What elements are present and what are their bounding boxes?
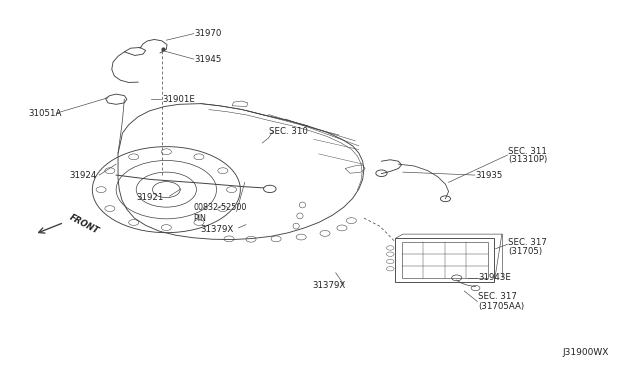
Text: FRONT: FRONT xyxy=(68,213,100,236)
Text: 31051A: 31051A xyxy=(28,109,61,118)
Text: 00832-52500: 00832-52500 xyxy=(193,203,246,212)
Text: PIN: PIN xyxy=(193,214,206,222)
Text: 31901E: 31901E xyxy=(162,95,195,104)
Text: SEC. 317: SEC. 317 xyxy=(478,292,517,301)
Text: 31935: 31935 xyxy=(476,171,503,180)
Text: 31970: 31970 xyxy=(195,29,222,38)
Text: 31924: 31924 xyxy=(69,171,97,180)
Text: (31705AA): (31705AA) xyxy=(478,302,524,311)
Text: J31900WX: J31900WX xyxy=(562,349,609,357)
Text: 31921: 31921 xyxy=(137,193,164,202)
Text: 31943E: 31943E xyxy=(478,273,511,282)
Text: 31379X: 31379X xyxy=(312,280,346,290)
Bar xyxy=(401,242,488,278)
Text: 31945: 31945 xyxy=(195,55,222,64)
Text: (31705): (31705) xyxy=(508,247,542,256)
Text: (31310P): (31310P) xyxy=(508,155,547,164)
Text: SEC. 310: SEC. 310 xyxy=(269,127,307,136)
Text: SEC. 311: SEC. 311 xyxy=(508,147,547,155)
Text: SEC. 317: SEC. 317 xyxy=(508,238,547,247)
Circle shape xyxy=(264,185,276,193)
Text: 31379X: 31379X xyxy=(201,225,234,234)
